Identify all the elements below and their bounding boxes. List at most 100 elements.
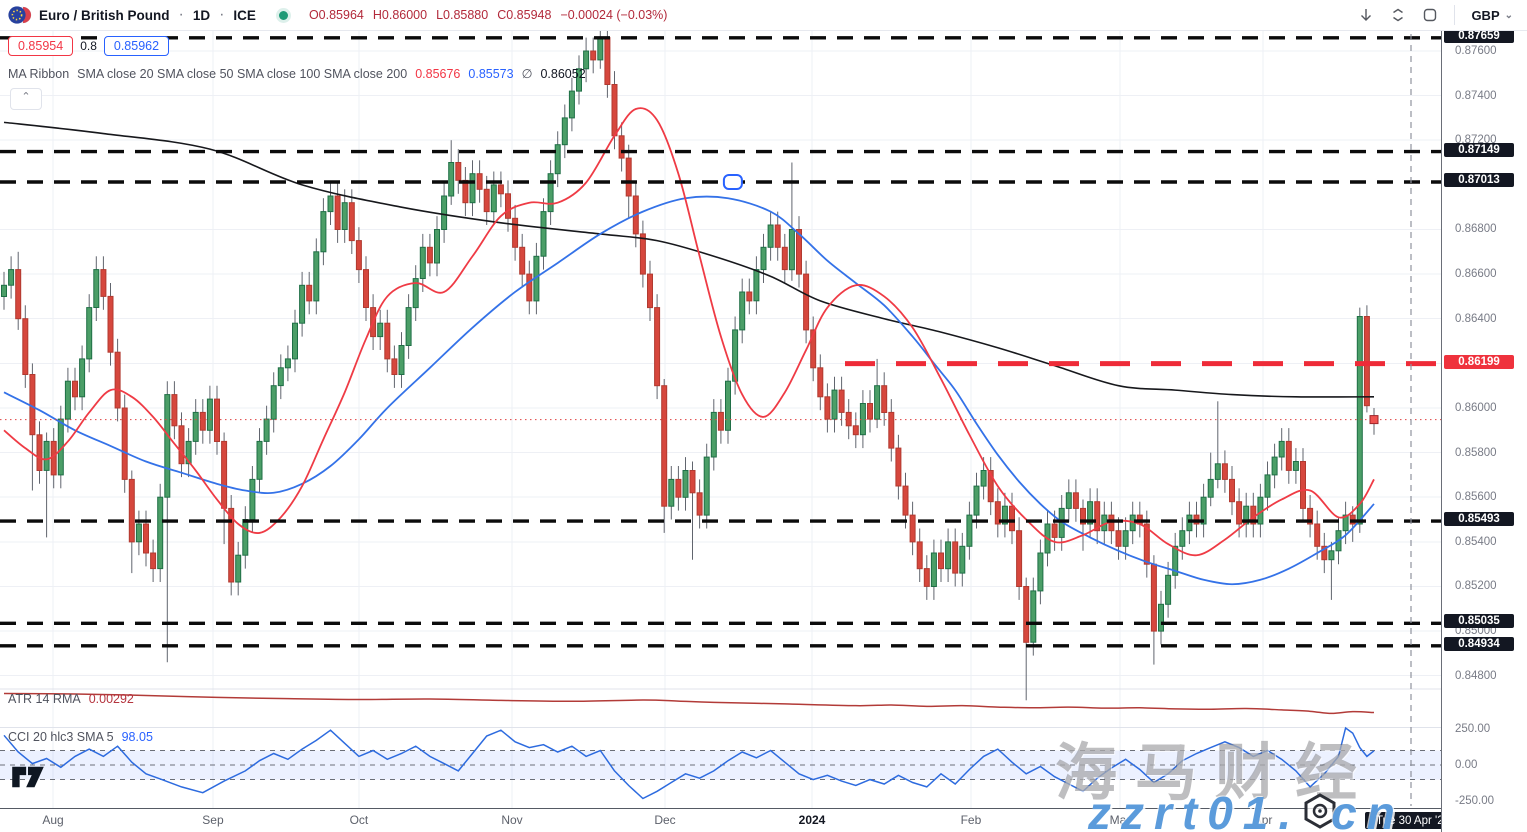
candle-body [164,394,171,498]
time-axis-label: Apr [1253,813,1273,827]
candle-body [867,403,873,420]
candle-body [405,307,412,347]
maximize-pane-button[interactable] [1416,2,1444,28]
atr-legend[interactable]: ATR 14 RMA 0.00292 [8,692,134,706]
candle-body [107,295,114,353]
high-value: 0.86000 [381,8,428,22]
candle-body [1023,586,1030,643]
tradingview-logo[interactable] [12,764,44,795]
symbol-title[interactable]: Euro / British Pound [39,7,170,23]
candle-body [505,193,511,219]
candle-body [874,385,881,420]
indicator-name: MA Ribbon [8,67,70,81]
candle-body [639,233,646,275]
target-price-box[interactable]: 0.85962 [103,36,170,56]
price-axis[interactable]: 0.87600 0.87400 0.87200 0.86800 0.86600 0.864… [1441,0,1527,832]
price-line-handle[interactable] [1369,415,1379,425]
price-axis-label: 0.85400 [1455,536,1497,548]
exchange-label: ICE [233,7,256,23]
market-open-dot [278,10,288,20]
candle-body [1186,514,1193,532]
candle-body [199,411,206,431]
candle-body [895,447,902,487]
candle-body [1264,474,1271,498]
cci-value: 98.05 [121,730,153,744]
average-symbol: ∅ [521,67,533,81]
candle-body [1072,492,1079,509]
candle-body [824,396,831,420]
symbol-flag-icon [8,5,32,25]
price-axis-label: 0.85800 [1455,447,1497,459]
time-axis-label: 2024 [798,813,826,827]
candle-body [561,117,568,146]
line-anchor-handle[interactable] [722,174,743,190]
price-level-badge: 0.87013 [1444,173,1514,187]
candle-body [263,418,270,442]
candle-body [114,351,121,409]
candle-body [597,37,604,61]
candle-body [583,50,590,70]
low-value: 0.85880 [443,8,489,22]
ma-ribbon-legend[interactable]: MA Ribbon SMA close 20 SMA close 50 SMA … [8,66,586,81]
candle-body [15,269,22,320]
divider [1454,5,1456,25]
price-level-badge: 0.87659 [1444,29,1514,43]
candle-body [1087,501,1094,525]
chevron-down-icon: ⌄ [1504,9,1513,21]
candle-body [810,329,817,369]
candle-body [930,552,937,587]
candle-body [150,552,157,570]
cci-axis-label: -250.00 [1455,795,1495,807]
candle-body [341,202,348,230]
collapse-pane-button[interactable] [1384,2,1412,28]
watermark-cjk: 海马财经 [1055,739,1376,808]
candle-body [1122,530,1129,547]
cci-legend[interactable]: CCI 20 hlc3 SMA 5 98.05 [8,730,153,744]
candle-body [1221,463,1228,480]
time-axis[interactable]: Tue 30 Apr '24 Aug Sep Oct Nov Dec 2024 Feb Mar… [0,808,1527,832]
candle-body [185,440,192,465]
candle-body [1080,507,1086,525]
atr-line [3,692,1375,715]
currency-selector[interactable]: GBP ⌄ [1465,4,1519,27]
candle-body [576,68,582,92]
sma50-line [3,195,1375,586]
candle-body [320,211,327,253]
candle-body [590,50,597,61]
legend-collapse-button[interactable]: ⌃ [10,88,42,110]
candle-body [781,246,788,271]
scroll-down-button[interactable] [1352,2,1380,28]
candle-body [157,496,164,570]
candle-body [228,507,235,583]
candle-body [1115,530,1122,547]
candle-body [497,184,504,195]
candle-body [242,519,249,556]
candle-body [384,322,391,360]
price-level-boxes: 0.85954 0.8 0.85962 [8,36,170,56]
candle-body [668,478,675,507]
chart-canvas[interactable] [0,0,1441,808]
candle-body [831,389,838,420]
candle-body [1207,478,1214,498]
candle-body [270,385,277,420]
candle-body [43,440,50,471]
candle-body [987,470,994,503]
candle-body [306,284,313,302]
candle-body [703,456,710,516]
candle-body [540,211,547,257]
candle-body [36,434,43,471]
candle-body [966,514,973,547]
stop-price-box[interactable]: 0.85954 [8,36,74,56]
cci-line [3,726,1375,800]
sma200-line [3,121,1375,398]
interval-button[interactable]: 1D [192,7,211,23]
candle-body [753,269,760,302]
candle-body [647,273,653,309]
candle-body [1214,463,1221,480]
current-date-badge: Tue 30 Apr '24 [1365,812,1462,829]
time-axis-label: Feb [960,813,982,827]
price-axis-label: 0.86800 [1455,223,1497,235]
candle-body [654,307,661,387]
candle-body [710,411,717,458]
